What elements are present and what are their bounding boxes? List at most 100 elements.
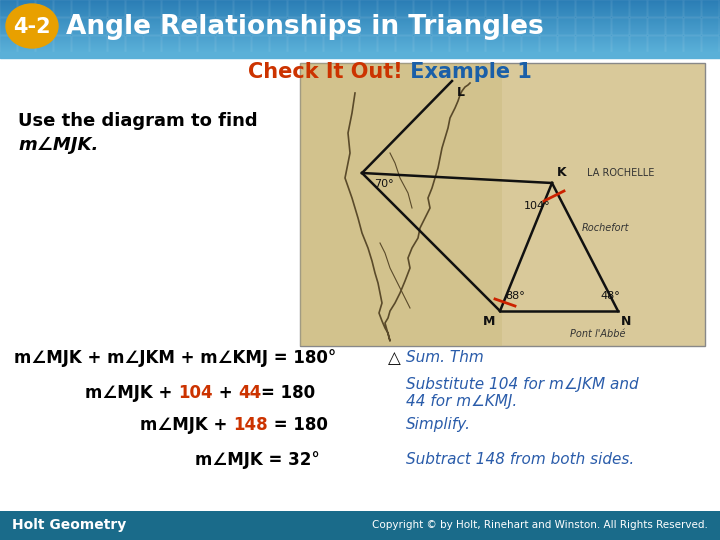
Bar [126, 36, 143, 53]
Bar [504, 0, 521, 17]
Bar [18, 36, 35, 53]
Bar [0, 6, 720, 7]
Bar [702, 36, 719, 53]
Bar [144, 0, 161, 17]
Bar [594, 0, 611, 17]
Text: Holt Geometry: Holt Geometry [12, 518, 126, 532]
Bar [234, 36, 251, 53]
Bar [0, 20, 720, 21]
Text: LA ROCHELLE: LA ROCHELLE [587, 168, 654, 178]
Text: Simplify.: Simplify. [406, 417, 471, 433]
Bar [0, 26, 720, 27]
Bar [0, 28, 720, 29]
Bar [504, 36, 521, 53]
Bar [0, 47, 720, 48]
Bar [0, 44, 720, 45]
Bar [300, 63, 705, 346]
Bar [18, 0, 35, 17]
Bar [72, 0, 89, 17]
Bar [180, 0, 197, 17]
Bar [486, 0, 503, 17]
Text: Use the diagram to find: Use the diagram to find [18, 112, 258, 130]
Bar [576, 18, 593, 35]
Text: 104°: 104° [524, 201, 551, 211]
Bar [90, 0, 107, 17]
Bar [0, 14, 720, 15]
Bar [0, 1, 720, 2]
Bar [0, 31, 720, 32]
Bar [0, 17, 720, 18]
Bar [270, 36, 287, 53]
Bar [450, 36, 467, 53]
Bar [252, 18, 269, 35]
Bar [360, 0, 377, 17]
Text: 148: 148 [233, 416, 268, 434]
Bar [0, 11, 720, 12]
Bar [0, 22, 720, 23]
Bar [0, 41, 720, 42]
Text: Check It Out!: Check It Out! [248, 62, 402, 82]
Bar [0, 30, 720, 31]
Text: m∠MJK = 32°: m∠MJK = 32° [195, 451, 320, 469]
Bar [126, 18, 143, 35]
Bar [54, 36, 71, 53]
Bar [108, 18, 125, 35]
Bar [252, 36, 269, 53]
Text: 70°: 70° [374, 179, 394, 189]
Bar [0, 25, 720, 26]
Text: 48°: 48° [600, 291, 620, 301]
Text: m∠MJK +: m∠MJK + [140, 416, 233, 434]
Bar [0, 29, 720, 30]
Bar [468, 36, 485, 53]
Bar [342, 0, 359, 17]
Bar [504, 18, 521, 35]
Bar [0, 49, 720, 50]
Bar [486, 18, 503, 35]
Bar [162, 18, 179, 35]
Bar [594, 18, 611, 35]
Text: L: L [457, 86, 465, 99]
Bar [684, 0, 701, 17]
Bar [270, 18, 287, 35]
Bar [360, 36, 377, 53]
Bar [666, 0, 683, 17]
Bar [522, 36, 539, 53]
Text: Copyright © by Holt, Rinehart and Winston. All Rights Reserved.: Copyright © by Holt, Rinehart and Winsto… [372, 520, 708, 530]
Bar [36, 0, 53, 17]
Bar [576, 0, 593, 17]
Bar [126, 0, 143, 17]
Bar [216, 36, 233, 53]
Bar [234, 0, 251, 17]
Bar [432, 0, 449, 17]
Bar [0, 16, 720, 17]
Bar [306, 36, 323, 53]
Text: Substitute 104 for m∠JKM and
44 for m∠KMJ.: Substitute 104 for m∠JKM and 44 for m∠KM… [406, 377, 639, 409]
Bar [612, 0, 629, 17]
Text: 4-2: 4-2 [13, 17, 51, 37]
Bar [0, 38, 720, 39]
Bar [486, 36, 503, 53]
Text: Example 1: Example 1 [403, 62, 532, 82]
Text: 88°: 88° [505, 291, 525, 301]
Bar [0, 13, 720, 14]
Ellipse shape [6, 4, 58, 48]
Bar [288, 36, 305, 53]
Bar [540, 18, 557, 35]
Bar [378, 36, 395, 53]
Bar [0, 21, 720, 22]
Text: △: △ [388, 349, 401, 367]
Bar [522, 0, 539, 17]
Bar [630, 18, 647, 35]
Bar [0, 51, 720, 52]
Bar [0, 45, 720, 46]
Bar [198, 0, 215, 17]
Bar [558, 0, 575, 17]
Bar [0, 52, 720, 58]
Bar [0, 2, 720, 3]
Text: 44: 44 [238, 384, 261, 402]
Bar [54, 18, 71, 35]
Bar [306, 18, 323, 35]
Text: 104: 104 [178, 384, 212, 402]
Bar [0, 511, 720, 540]
Text: N: N [621, 315, 631, 328]
